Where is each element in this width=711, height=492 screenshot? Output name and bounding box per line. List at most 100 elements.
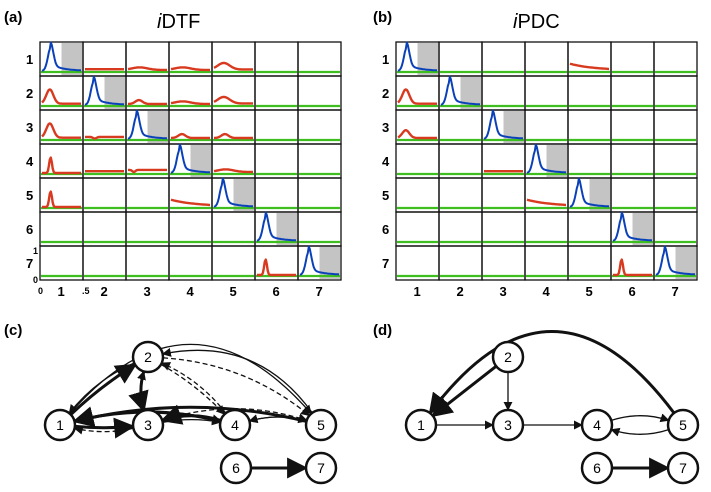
ipdc-cell-6-4	[524, 211, 569, 247]
idtf-cell-6-2	[82, 211, 127, 247]
ipdc-col-label: 1	[414, 284, 421, 299]
ipdc-cell-5-2	[438, 177, 483, 213]
ipdc-cell-2-5	[567, 75, 612, 111]
svg-text:6: 6	[593, 460, 601, 476]
ipdc-cell-5-1	[395, 177, 440, 213]
graph-c-node-1: 1	[43, 408, 77, 442]
graph-d: 1 2 3 4 5 6 7	[404, 330, 700, 485]
graph-d-node-1: 1	[404, 408, 438, 442]
idtf-cell-1-2	[82, 41, 127, 77]
graph-c-node-2: 2	[131, 340, 165, 374]
idtf-col-label: 4	[187, 284, 195, 299]
idtf-cell-3-2	[82, 109, 127, 145]
graph-d-edge-5-4	[610, 427, 669, 437]
panel-d-label: (d)	[373, 322, 392, 339]
idtf-cell-2-6	[254, 75, 299, 111]
svg-text:5: 5	[679, 417, 687, 433]
idtf-cell-6-3	[125, 211, 170, 247]
ipdc-cell-4-7	[653, 143, 698, 179]
ipdc-cell-7-5	[567, 245, 612, 281]
idtf-cell-4-5	[211, 143, 256, 179]
idtf-cell-6-4	[168, 211, 213, 247]
graph-d-edge-5-1	[428, 330, 676, 415]
ipdc-col-label: 2	[457, 284, 464, 299]
graph-c-edge-3-1	[73, 425, 134, 435]
idtf-cell-2-5	[211, 75, 256, 111]
ipdc-cell-4-3	[481, 143, 526, 179]
idtf-col-label: 1	[58, 284, 65, 299]
graph-c-node-3: 3	[131, 408, 165, 442]
ipdc-col-label: 3	[500, 284, 507, 299]
idtf-cell-4-2	[82, 143, 127, 179]
ipdc-cell-3-5	[567, 109, 612, 145]
graph-c-node-7: 7	[304, 451, 338, 485]
idtf-cell-4-1	[39, 143, 84, 179]
graph-d-node-4: 4	[580, 408, 614, 442]
idtf-cell-2-7	[297, 75, 342, 111]
idtf-cell-5-3	[125, 177, 170, 213]
graph-c-node-4: 4	[218, 408, 252, 442]
idtf-row-label: 1	[26, 52, 33, 67]
panel-a-label: (a)	[4, 9, 22, 26]
ipdc-cell-2-1	[395, 75, 440, 111]
ipdc-cell-1-3	[481, 41, 526, 77]
ipdc-row-label: 5	[382, 188, 389, 203]
idtf-cell-1-1	[39, 41, 84, 77]
ipdc-cell-7-2	[438, 245, 483, 281]
y-tick-1: 1	[33, 246, 38, 256]
idtf-col-label: 2	[101, 284, 108, 299]
graph-c-edge-5-2	[161, 347, 313, 414]
idtf-cell-5-1	[39, 177, 84, 213]
graph-d-node-2: 2	[491, 340, 525, 374]
idtf-cell-2-2	[82, 75, 127, 111]
idtf-cell-7-4	[168, 245, 213, 281]
idtf-col-label: 5	[230, 284, 237, 299]
ipdc-cell-2-6	[610, 75, 655, 111]
idtf-cell-1-5	[211, 41, 256, 77]
ipdc-cell-7-7	[653, 245, 698, 281]
idtf-cell-3-3	[125, 109, 170, 145]
idtf-cell-3-7	[297, 109, 342, 145]
ipdc-cell-7-1	[395, 245, 440, 281]
ipdc-cell-4-1	[395, 143, 440, 179]
ipdc-row-label: 6	[382, 222, 389, 237]
graph-c: 1 2 3 4 5 6 7	[43, 340, 338, 485]
graph-c-edge-1-3	[74, 417, 136, 439]
idtf-cell-5-5	[211, 177, 256, 213]
ipdc-cell-6-1	[395, 211, 440, 247]
ipdc-cell-6-5	[567, 211, 612, 247]
graph-d-node-7: 7	[666, 451, 700, 485]
idtf-cell-7-5	[211, 245, 256, 281]
ipdc-col-label: 4	[543, 284, 551, 299]
idtf-cell-2-4	[168, 75, 213, 111]
idtf-row-label: 5	[26, 188, 33, 203]
idtf-cell-4-3	[125, 143, 170, 179]
ipdc-cell-1-6	[610, 41, 655, 77]
ipdc-cell-5-4	[524, 177, 569, 213]
svg-text:7: 7	[317, 460, 325, 476]
ipdc-cell-1-2	[438, 41, 483, 77]
ipdc-col-label: 6	[629, 284, 636, 299]
svg-text:4: 4	[593, 417, 601, 433]
ipdc-row-label: 2	[382, 86, 389, 101]
ipdc-cell-4-2	[438, 143, 483, 179]
ipdc-matrix: 1 2 3 4 5 6 7 1 2 3 4 5 6 7	[382, 41, 698, 299]
idtf-cell-4-6	[254, 143, 299, 179]
idtf-cell-6-5	[211, 211, 256, 247]
idtf-cell-1-7	[297, 41, 342, 77]
graph-d-node-3: 3	[491, 408, 525, 442]
idtf-cell-5-2	[82, 177, 127, 213]
idtf-row-label: 3	[26, 120, 33, 135]
graph-c-node-5: 5	[304, 408, 338, 442]
svg-text:3: 3	[504, 417, 512, 433]
ipdc-cell-5-3	[481, 177, 526, 213]
graph-c-edge-5-1	[72, 405, 307, 428]
idtf-cell-1-3	[125, 41, 170, 77]
graph-c-edge-1-5	[69, 343, 312, 415]
ipdc-cell-7-4	[524, 245, 569, 281]
svg-text:4: 4	[231, 417, 239, 433]
idtf-cell-3-4	[168, 109, 213, 145]
idtf-cell-7-2	[82, 245, 127, 281]
ipdc-cell-7-3	[481, 245, 526, 281]
